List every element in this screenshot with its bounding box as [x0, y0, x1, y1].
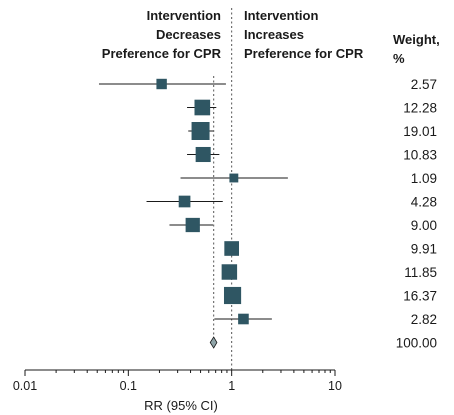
study-point-box [191, 122, 210, 140]
study-point-box [221, 264, 238, 280]
header-right-line2: Increases [244, 27, 304, 42]
study-weight-label: 9.00 [411, 218, 437, 233]
study-weight-label: 16.37 [403, 289, 437, 304]
header-left-line1: Intervention [147, 8, 221, 23]
study-weight-label: 2.57 [411, 77, 437, 92]
header-weight-line1: Weight, [393, 32, 440, 47]
x-tick-label: 10 [328, 379, 342, 393]
study-weight-label: 10.83 [403, 148, 437, 163]
x-axis-label: RR (95% CI) [144, 398, 218, 413]
pooled-diamond [209, 336, 218, 349]
chart-marks: 2.57 12.28 19.01 10.83 1.09 4.28 9.00 9.91 11.85… [13, 8, 437, 393]
study-point-box [238, 313, 249, 325]
study-point-box [223, 286, 242, 305]
pooled-weight-label: 100.00 [396, 336, 437, 351]
study-weight-label: 12.28 [403, 101, 437, 116]
x-tick-label: 0.01 [13, 379, 37, 393]
study-weight-label: 9.91 [411, 242, 437, 257]
study-point-box [194, 99, 211, 116]
study-weight-label: 1.09 [411, 171, 437, 186]
study-point-box [185, 217, 200, 233]
study-point-box [224, 241, 239, 256]
header-left-line3: Preference for CPR [102, 46, 222, 61]
header-weight-line2: % [393, 51, 405, 66]
study-weight-label: 19.01 [403, 124, 437, 139]
study-point-box [178, 195, 191, 208]
study-point-box [229, 173, 239, 183]
study-weight-label: 2.82 [411, 312, 437, 327]
x-tick-label: 0.1 [120, 379, 137, 393]
study-weight-label: 4.28 [411, 195, 437, 210]
x-tick-label: 1 [228, 379, 235, 393]
header-right-line1: Intervention [244, 8, 318, 23]
study-point-box [195, 146, 211, 163]
header-right-line3: Preference for CPR [244, 46, 364, 61]
study-weight-label: 11.85 [404, 265, 437, 280]
study-point-box [156, 78, 167, 90]
header-left-line2: Decreases [156, 27, 221, 42]
